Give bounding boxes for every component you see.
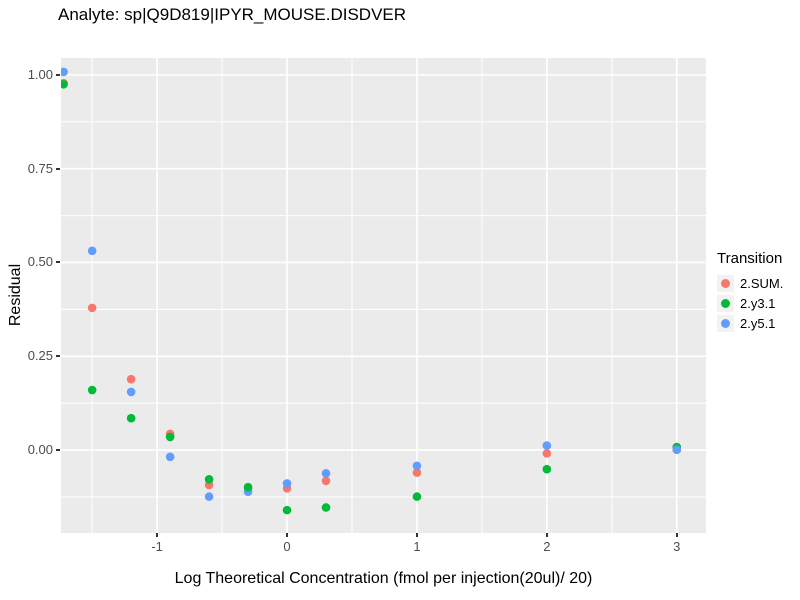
x-tick-mark	[415, 533, 418, 537]
x-tick-label: 1	[413, 539, 421, 554]
x-axis-title: Log Theoretical Concentration (fmol per …	[174, 570, 593, 587]
chart-title: Analyte: sp|Q9D819|IPYR_MOUSE.DISDVER	[58, 5, 407, 24]
legend-key-swatch	[717, 275, 734, 292]
data-point	[87, 246, 97, 256]
data-point	[542, 449, 552, 458]
data-point	[204, 475, 214, 484]
y-tick-label: 0.00	[27, 442, 53, 458]
x-tick-mark	[286, 533, 289, 537]
x-tick-label: 2	[543, 539, 551, 554]
x-tick-label: 3	[673, 539, 681, 554]
data-point	[204, 492, 214, 501]
y-tick-mark	[56, 167, 60, 170]
data-point	[672, 445, 682, 455]
y-tick-label: 0.50	[27, 254, 53, 270]
data-point	[412, 468, 422, 477]
legend-label: 2.y5.1	[740, 316, 776, 331]
x-tick-mark	[675, 533, 678, 537]
legend-dot-red-icon	[721, 279, 730, 288]
data-point	[321, 469, 331, 478]
x-tick-mark	[545, 533, 548, 537]
data-point	[321, 476, 331, 486]
y-tick-label: 0.75	[27, 160, 53, 176]
legend-dot-green-icon	[721, 299, 730, 308]
data-point	[412, 492, 422, 501]
legend-dot-blue-icon	[721, 319, 730, 328]
x-tick-label: 0	[283, 539, 291, 554]
data-point	[126, 413, 136, 423]
data-point	[412, 461, 422, 471]
legend-label: 2.y3.1	[740, 296, 776, 311]
data-point	[87, 303, 97, 313]
legend-title: Transition	[717, 250, 783, 267]
legend-label: 2.SUM.	[740, 276, 784, 291]
data-point	[321, 503, 331, 512]
y-tick-mark	[56, 355, 60, 358]
data-point	[61, 79, 68, 89]
data-point	[243, 482, 253, 492]
data-point	[126, 387, 136, 397]
data-point	[165, 432, 175, 442]
y-tick-label: 1.00	[27, 66, 53, 82]
legend-item: 2.y5.1	[717, 314, 783, 333]
data-point	[87, 385, 97, 395]
data-point	[542, 441, 552, 450]
data-point	[126, 374, 136, 384]
legend: Transition 2.SUM. 2.y3.1 2.y5.1	[717, 250, 783, 334]
data-point	[282, 505, 292, 515]
data-point	[61, 67, 68, 77]
data-point	[282, 479, 292, 488]
plot-area-svg	[61, 58, 706, 533]
legend-item: 2.SUM.	[717, 274, 783, 293]
legend-key-swatch	[717, 295, 734, 312]
y-tick-label: 0.25	[27, 348, 53, 364]
data-point	[542, 464, 552, 474]
y-tick-mark	[56, 73, 60, 76]
y-axis-title: Residual	[7, 263, 24, 327]
x-tick-label: -1	[151, 539, 163, 554]
data-point	[165, 452, 175, 462]
y-tick-mark	[56, 449, 60, 452]
y-tick-mark	[56, 261, 60, 264]
legend-item: 2.y3.1	[717, 294, 783, 313]
plot-panel	[61, 58, 706, 533]
x-tick-mark	[156, 533, 159, 537]
legend-key-swatch	[717, 315, 734, 332]
